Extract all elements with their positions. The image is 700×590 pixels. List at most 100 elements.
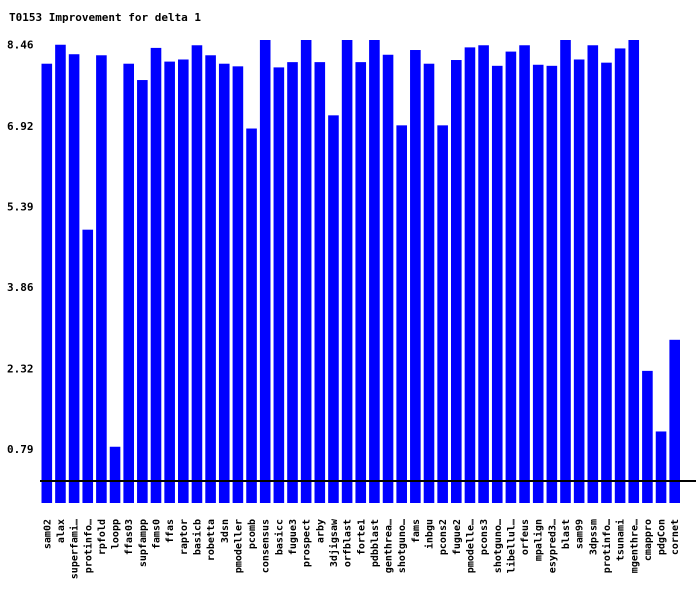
bar-prospect	[300, 40, 312, 503]
x-tick-label: shotguno…	[493, 519, 504, 573]
x-tick-label: genthrea…	[384, 519, 395, 573]
bar-basicb	[191, 45, 203, 504]
bar-pcons3	[478, 45, 489, 504]
x-tick-label: sam99	[575, 519, 586, 549]
x-tick-label: libellul…	[505, 519, 517, 573]
x-tick-label: cmappro	[643, 519, 654, 561]
bar-pcons2	[437, 125, 448, 503]
x-tick-label: prospect	[302, 519, 313, 567]
x-tick-label: ffas	[165, 519, 176, 543]
x-tick-label: orfeus	[520, 519, 531, 555]
bar-arby	[314, 62, 326, 503]
bar-fugue3	[287, 62, 298, 503]
bar-mgenthreader	[628, 40, 640, 503]
bar-fams	[410, 50, 421, 503]
bar-pdbblast	[369, 40, 380, 503]
bar-shotgun-inbgu	[491, 65, 503, 503]
x-tick-label: supfampp	[138, 519, 149, 567]
x-tick-label: esypred3…	[547, 519, 558, 573]
chart-title: T0153 Improvement for delta 1	[9, 11, 201, 24]
x-tick-label: fugue2	[452, 519, 463, 555]
x-tick-label: robetta	[206, 519, 217, 561]
x-tick-label: superfami…	[69, 519, 81, 579]
x-tick-label: inbgu	[424, 519, 436, 549]
x-tick-label: 3dpssm	[588, 519, 599, 555]
x-tick-label: mpalign	[533, 519, 545, 561]
bar-mpalign	[532, 64, 544, 503]
x-tick-label: pmodelle…	[465, 519, 476, 573]
bar-loopp	[109, 446, 121, 503]
x-tick-label: 3dsn	[220, 519, 231, 543]
x-tick-label: cornet	[670, 519, 681, 555]
bar-cornet	[669, 339, 680, 503]
x-tick-label: blast	[561, 519, 572, 549]
bar-genthreader	[382, 54, 394, 503]
bar-esypred3d	[546, 65, 558, 503]
bar-pdgCon	[655, 431, 667, 503]
bars-layer	[41, 40, 680, 504]
x-tick-label: fugue3	[288, 519, 299, 555]
bar-ffas	[164, 61, 175, 503]
y-tick-label: 3.86	[7, 281, 34, 294]
bar-pmodeller5	[464, 47, 476, 503]
x-tick-label: tsunami	[615, 519, 627, 561]
bar-sam99	[573, 59, 585, 504]
x-tick-label: orfblast	[343, 519, 354, 567]
x-tick-label: forte1	[356, 519, 367, 555]
x-tick-label: pmodeller	[233, 519, 244, 573]
bar-raptor	[178, 59, 189, 504]
bar-superfamily	[68, 54, 80, 503]
x-tick-label: 3djigsaw	[328, 518, 340, 567]
bar-supfampp	[137, 80, 148, 503]
bar-alax	[55, 44, 66, 504]
bar-basicc	[273, 67, 285, 504]
bar-orfeus	[519, 45, 530, 504]
x-tick-label: basicb	[191, 519, 203, 555]
bar-pmodeller	[232, 66, 244, 503]
x-tick-label: pdgCon	[657, 519, 668, 555]
x-tick-label: pcomb	[247, 519, 258, 549]
bar-fams0	[150, 47, 162, 504]
bar-protinfo-ab	[601, 62, 612, 503]
bar-inbgu	[423, 63, 435, 504]
bar-orfblast	[341, 40, 353, 503]
x-tick-label: raptor	[179, 519, 190, 555]
bar-3dpssm	[587, 45, 599, 504]
x-tick-label: protinfo…	[601, 519, 613, 573]
x-tick-label: arby	[315, 519, 326, 543]
x-tick-label: pdbblast	[370, 519, 381, 567]
x-tick-label: ffas03	[124, 519, 135, 555]
y-tick-label: 0.79	[7, 443, 34, 456]
x-tick-label: protinfo…	[82, 519, 94, 573]
x-tick-label: shotguno…	[397, 519, 408, 573]
x-tick-label: consensus	[261, 519, 272, 573]
bar-blast	[560, 40, 571, 503]
bar-consensus	[259, 40, 271, 503]
bar-ffas03	[123, 63, 134, 504]
x-tick-label: fams0	[152, 519, 163, 549]
bar-fugue2	[451, 60, 462, 504]
y-tick-labels: 0.79 2.32 3.86 5.39 6.92 8.46	[7, 39, 34, 456]
x-tick-label: loopp	[111, 519, 122, 549]
x-tick-label: fams	[411, 519, 422, 543]
bar-sam02	[41, 63, 53, 504]
x-tick-label: alax	[56, 519, 67, 543]
x-tick-label: basicc	[273, 519, 285, 555]
bar-tsunami	[614, 48, 626, 504]
x-tick-labels: sam02 alax superfami… protinfo… rpfold loopp f…	[42, 518, 681, 579]
y-tick-label: 5.39	[7, 200, 34, 213]
x-tick-label: pcons2	[438, 519, 449, 555]
y-tick-label: 2.32	[7, 362, 34, 375]
bar-3dsn	[218, 63, 230, 504]
bar-3djigsaw	[328, 115, 339, 503]
bar-libellula	[505, 51, 517, 504]
x-tick-label: mgenthre…	[629, 519, 640, 573]
bar-protinfo	[82, 229, 94, 503]
bar-rpfold	[96, 55, 107, 503]
x-tick-label: rpfold	[97, 519, 108, 555]
x-tick-label: pcons3	[479, 519, 490, 555]
bar-shotgun	[396, 125, 407, 503]
y-tick-label: 6.92	[7, 120, 34, 133]
bar-pcomb	[246, 128, 257, 503]
